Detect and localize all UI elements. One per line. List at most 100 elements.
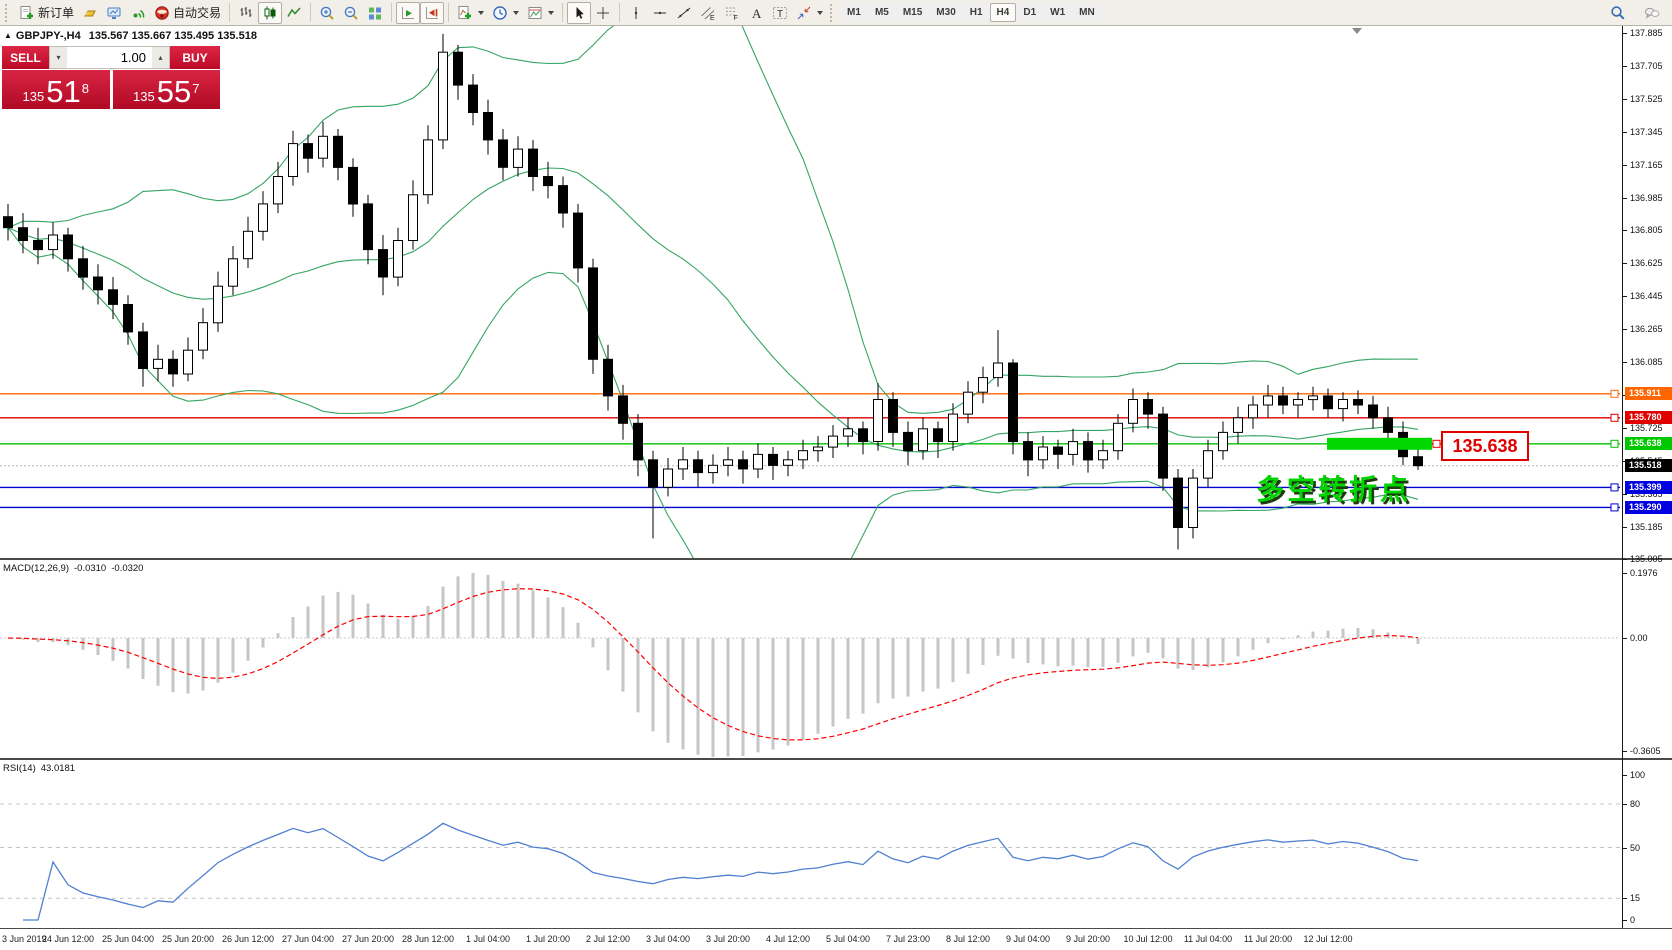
sell-button[interactable]: SELL [2, 46, 49, 69]
new-order-button[interactable]: 新订单 [15, 2, 78, 24]
time-axis[interactable]: 3 Jun 2019 24 Jun 12:00 25 Jun 04:00 25 Jun… [0, 929, 1672, 950]
bollinger-lower-band[interactable] [7, 227, 1419, 558]
search-button[interactable] [1606, 2, 1630, 24]
dropdown-arrow-icon [513, 10, 520, 15]
candle-body [1188, 477, 1198, 529]
arrows-icon [797, 6, 811, 19]
candle-body [873, 399, 883, 442]
rsi-panel[interactable] [0, 760, 1622, 928]
candle-body [453, 51, 463, 86]
toolbar-grip [5, 3, 12, 22]
cursor-button[interactable] [567, 1, 592, 24]
vline-icon [634, 6, 638, 19]
autotrading-button[interactable]: 自动交易 [150, 2, 225, 24]
line-end-marker[interactable] [1610, 439, 1619, 448]
price-callout-label[interactable]: 135.638 [1441, 431, 1529, 461]
candle-body [678, 459, 688, 470]
equidistant-channel-button[interactable]: E [696, 2, 720, 24]
macd-axis-tick: 0.1976 [1623, 567, 1672, 579]
bollinger-middle-band[interactable] [7, 167, 1419, 453]
text-icon: A [752, 6, 762, 21]
market-watch-button[interactable] [78, 2, 102, 24]
vertical-line-button[interactable] [624, 2, 648, 24]
sell-price-display[interactable]: 135 51 8 [2, 70, 110, 109]
price-level-badge: 135.780 [1625, 411, 1672, 425]
time-axis-label: 24 Jun 12:00 [41, 934, 95, 944]
dropdown-arrow-icon [817, 10, 824, 15]
timeframe-m1-button[interactable]: M1 [840, 3, 868, 22]
tile-windows-button[interactable] [363, 2, 387, 24]
chart-annotation-text[interactable]: 多空转折点 [1256, 474, 1412, 505]
zoom-in-button[interactable] [315, 2, 339, 24]
timeframe-mn-button[interactable]: MN [1072, 3, 1102, 22]
collapse-arrow-icon[interactable]: ▲ [4, 31, 12, 40]
panel-separator[interactable] [0, 758, 1672, 760]
auto-scroll-button[interactable] [396, 1, 421, 24]
zoom-out-button[interactable] [339, 2, 363, 24]
callout-anchor-marker[interactable] [1432, 439, 1441, 448]
arrows-button[interactable] [792, 2, 827, 24]
chart-shift-button[interactable] [420, 1, 445, 24]
svg-text:F: F [734, 15, 738, 21]
panel-separator[interactable] [0, 558, 1672, 560]
volume-input[interactable] [67, 47, 152, 68]
bollinger-upper-band[interactable] [7, 26, 1419, 414]
line-end-marker[interactable] [1610, 389, 1619, 398]
candle-body [1368, 404, 1378, 419]
line-end-marker[interactable] [1610, 413, 1619, 422]
candles-icon [264, 6, 276, 19]
candle-body [348, 166, 358, 205]
text-label-button[interactable]: T [768, 2, 792, 24]
candle-body [48, 234, 58, 251]
publish-chart-button[interactable] [102, 2, 126, 24]
candle-body [1053, 446, 1063, 455]
candle-body [663, 468, 673, 488]
timeframe-m5-button[interactable]: M5 [867, 3, 896, 22]
macd-panel[interactable] [0, 560, 1622, 758]
candle-body [1323, 395, 1333, 410]
chart-symbol-header[interactable]: ▲ GBPJPY-,H4 135.567 135.667 135.495 135.5… [4, 30, 257, 42]
timeframe-w1-button[interactable]: W1 [1043, 3, 1073, 22]
candle-body [198, 322, 208, 351]
volume-decrease-button[interactable]: ▾ [50, 47, 67, 68]
line-end-marker[interactable] [1610, 503, 1619, 512]
candle-body [258, 203, 268, 232]
panel-separator [0, 928, 1672, 929]
timeframe-h4-button[interactable]: H4 [989, 3, 1017, 22]
timeframe-m30-button[interactable]: M30 [929, 3, 963, 22]
candle-body [978, 377, 988, 393]
price-axis-tick: 136.445 [1623, 290, 1672, 302]
price-axis[interactable]: 137.885 137.705 137.525 137.345 137.165 136.9… [1622, 26, 1672, 928]
bars-icon [240, 6, 252, 17]
text-button[interactable]: A [744, 2, 768, 24]
volume-increase-button[interactable]: ▴ [152, 47, 169, 68]
candlestick-chart-button[interactable] [258, 1, 283, 24]
highlight-zone-rect[interactable] [1327, 437, 1432, 450]
buy-button[interactable]: BUY [170, 46, 220, 69]
periods-button[interactable] [488, 2, 523, 24]
timeframe-h1-button[interactable]: H1 [962, 3, 990, 22]
bar-chart-button[interactable] [234, 2, 258, 24]
chat-button[interactable] [1640, 2, 1664, 24]
line-chart-button[interactable] [282, 2, 306, 24]
templates-button[interactable] [523, 2, 558, 24]
line-end-marker[interactable] [1610, 483, 1619, 492]
price-axis-tick: 136.805 [1623, 224, 1672, 236]
main-chart[interactable] [0, 26, 1622, 558]
signals-button[interactable] [126, 2, 150, 24]
trendline-button[interactable] [672, 2, 696, 24]
fibonacci-button[interactable]: F [720, 2, 744, 24]
label-icon: T [773, 6, 788, 20]
buy-price-display[interactable]: 135 55 7 [112, 70, 220, 109]
timeframe-d1-button[interactable]: D1 [1016, 3, 1044, 22]
horizontal-line-button[interactable] [648, 2, 672, 24]
indicators-button[interactable] [453, 2, 488, 24]
timeframe-m15-button[interactable]: M15 [895, 3, 930, 22]
chart-shift-marker[interactable] [1352, 28, 1362, 34]
crosshair-button[interactable] [591, 2, 615, 24]
price-axis-tick: 136.265 [1623, 323, 1672, 335]
line-icon [287, 6, 301, 17]
candle-body [1218, 431, 1228, 452]
bid-price-badge: 135.518 [1625, 459, 1672, 473]
candle-body [468, 84, 478, 113]
